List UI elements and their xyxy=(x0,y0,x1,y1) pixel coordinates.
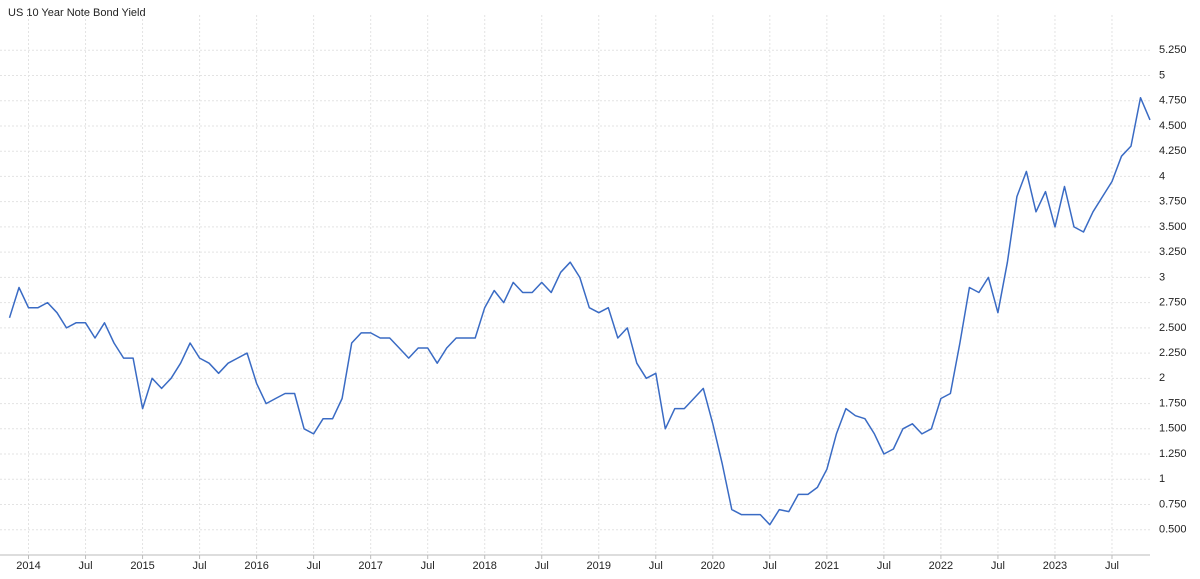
y-tick-label: 1.750 xyxy=(1159,397,1187,409)
y-tick-label: 4.250 xyxy=(1159,145,1187,157)
y-tick-label: 2.750 xyxy=(1159,297,1187,309)
x-tick-label: Jul xyxy=(991,560,1005,572)
chart-title: US 10 Year Note Bond Yield xyxy=(8,7,146,19)
x-tick-label: Jul xyxy=(193,560,207,572)
x-tick-label: Jul xyxy=(79,560,93,572)
x-tick-label: Jul xyxy=(535,560,549,572)
x-tick-label: Jul xyxy=(421,560,435,572)
y-tick-label: 3.250 xyxy=(1159,246,1187,258)
x-tick-label: 2014 xyxy=(16,560,40,572)
x-tick-label: 2015 xyxy=(130,560,154,572)
x-tick-label: Jul xyxy=(763,560,777,572)
y-tick-label: 5 xyxy=(1159,69,1165,81)
y-tick-label: 0.500 xyxy=(1159,524,1187,536)
x-tick-label: 2023 xyxy=(1043,560,1067,572)
series-line xyxy=(8,96,1151,526)
y-tick-label: 3.500 xyxy=(1159,221,1187,233)
y-tick-label: 4 xyxy=(1159,170,1165,182)
x-tick-label: 2019 xyxy=(587,560,611,572)
y-tick-label: 2 xyxy=(1159,372,1165,384)
y-tick-label: 1.250 xyxy=(1159,448,1187,460)
x-tick-label: Jul xyxy=(1105,560,1119,572)
y-tick-label: 4.750 xyxy=(1159,95,1187,107)
x-tick-label: 2020 xyxy=(701,560,725,572)
x-tick-label: Jul xyxy=(649,560,663,572)
x-tick-label: 2022 xyxy=(929,560,953,572)
y-tick-label: 3 xyxy=(1159,271,1165,283)
x-tick-label: 2016 xyxy=(244,560,268,572)
x-tick-label: 2021 xyxy=(815,560,839,572)
y-tick-label: 4.500 xyxy=(1159,120,1187,132)
y-tick-label: 2.250 xyxy=(1159,347,1187,359)
y-tick-label: 0.750 xyxy=(1159,498,1187,510)
y-tick-label: 3.750 xyxy=(1159,196,1187,208)
y-tick-label: 1.500 xyxy=(1159,423,1187,435)
x-tick-label: Jul xyxy=(307,560,321,572)
y-tick-label: 1 xyxy=(1159,473,1165,485)
x-tick-label: 2017 xyxy=(358,560,382,572)
y-tick-label: 2.500 xyxy=(1159,322,1187,334)
x-tick-label: Jul xyxy=(877,560,891,572)
x-tick-label: 2018 xyxy=(472,560,496,572)
y-tick-label: 5.250 xyxy=(1159,44,1187,56)
